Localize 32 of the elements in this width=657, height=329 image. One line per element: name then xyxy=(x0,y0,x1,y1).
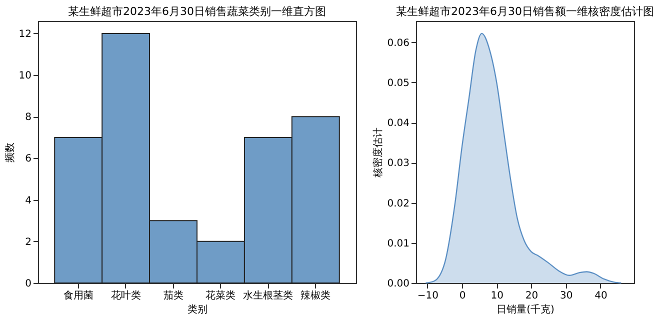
y-tick-label: 0.03 xyxy=(387,158,410,170)
x-tick-label: 0 xyxy=(459,290,466,302)
x-tick-label: 40 xyxy=(594,290,608,302)
x-tick-label: 食用菌 xyxy=(63,290,94,302)
y-tick-label: 0.05 xyxy=(387,78,410,89)
y-tick-label: 0.02 xyxy=(387,198,410,210)
y-tick-label: 0.00 xyxy=(387,278,410,290)
x-tick-label: 花菜类 xyxy=(206,290,236,302)
x-tick-label: 茄类 xyxy=(163,290,184,302)
y-tick-label: 0.01 xyxy=(387,238,410,250)
x-tick-label: 水生根茎类 xyxy=(243,290,294,302)
y-axis-title: 核密度估计 xyxy=(372,128,384,178)
y-axis-title: 频数 xyxy=(4,142,16,162)
y-tick-label: 4 xyxy=(25,195,32,206)
y-tick-label: 2 xyxy=(25,236,32,248)
y-tick-label: 8 xyxy=(25,112,32,124)
x-axis-title: 日销量(千克) xyxy=(496,304,554,316)
x-tick-label: 辣椒类 xyxy=(300,290,331,302)
chart-title: 某生鲜超市2023年6月30日销售蔬菜类别一维直方图 xyxy=(68,5,326,18)
y-tick-label: 6 xyxy=(25,154,32,165)
y-tick-label: 0 xyxy=(25,278,32,290)
x-tick-label: 20 xyxy=(525,290,538,302)
y-tick-label: 0.04 xyxy=(387,118,410,130)
x-tick-label: −10 xyxy=(417,290,438,302)
x-tick-label: 10 xyxy=(490,290,504,302)
y-tick-label: 10 xyxy=(18,70,32,82)
y-tick-label: 12 xyxy=(18,28,32,40)
x-axis-title: 类别 xyxy=(188,304,208,316)
x-tick-label: 30 xyxy=(560,290,573,302)
chart-title: 某生鲜超市2023年6月30日销售额一维核密度估计图 xyxy=(396,5,654,18)
y-tick-label: 0.06 xyxy=(387,38,410,49)
x-tick-label: 花叶类 xyxy=(110,290,141,302)
